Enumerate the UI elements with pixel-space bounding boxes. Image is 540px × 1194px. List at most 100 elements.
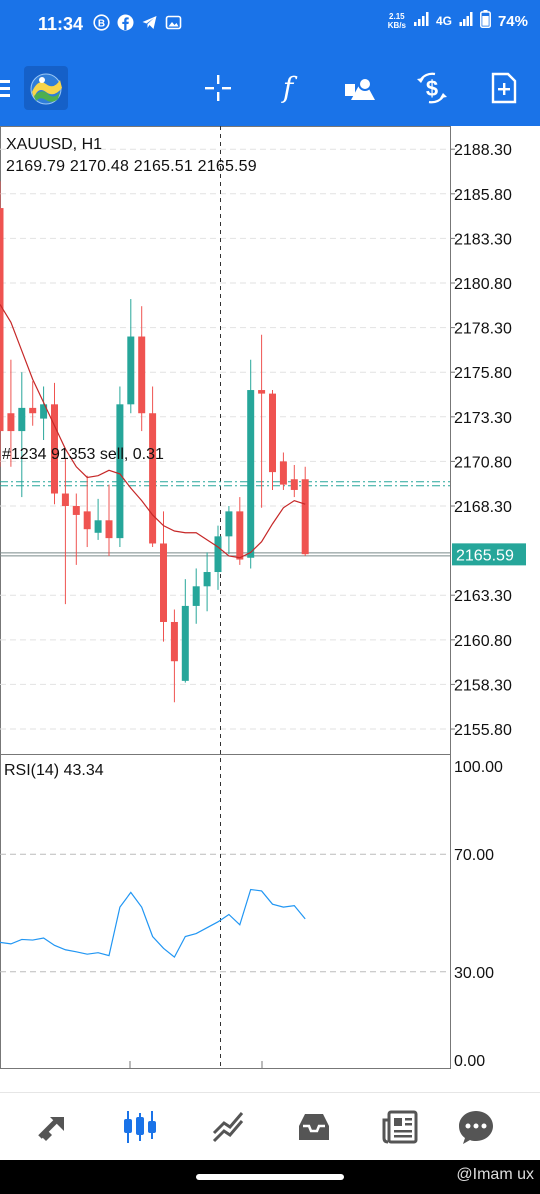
candle-body: [279, 461, 287, 485]
candle-body: [290, 479, 298, 490]
rsi-line: [0, 888, 306, 959]
rsi-level-label: 0.00: [454, 1053, 485, 1070]
price-axis: 2188.30 2185.80 2183.30 2180.80 2178.30 2175.…: [450, 142, 512, 739]
chart-area[interactable]: 2188.30 2185.80 2183.30 2180.80 2178.30 2175.…: [0, 126, 540, 1070]
news-icon[interactable]: [378, 1107, 422, 1147]
notification-icons: B: [92, 13, 182, 31]
price-tick-label: 2168.30: [454, 499, 512, 516]
history-icon[interactable]: [292, 1107, 336, 1147]
candle-body: [203, 572, 211, 587]
system-nav-bar: @Imam ux: [0, 1160, 540, 1194]
chart-frame: [0, 126, 451, 1069]
candle-body: [247, 390, 255, 558]
bottom-tab-bar: [0, 1092, 540, 1160]
candles: [0, 181, 309, 703]
candle-body: [94, 520, 102, 533]
rsi-level-label: 100.00: [454, 759, 503, 776]
status-time: 11:34: [38, 14, 84, 34]
rsi-level-label: 70.00: [454, 847, 494, 864]
price-tick-label: 2183.30: [454, 231, 512, 248]
svg-text:$: $: [426, 76, 438, 101]
time-axis: 22 Mar 03:0022 Mar 15:0025 Mar 04:00: [0, 1061, 263, 1068]
candle-body: [61, 493, 69, 507]
price-tick-label: 2160.80: [454, 633, 512, 650]
candle-body: [40, 404, 48, 419]
objects-icon[interactable]: [340, 68, 380, 108]
order-label[interactable]: #1234 91353 sell, 0.31: [2, 446, 164, 463]
price-tick-label: 2175.80: [454, 365, 512, 382]
price-tick-label: 2185.80: [454, 187, 512, 204]
candle-body: [225, 511, 233, 537]
home-gesture-bar[interactable]: [196, 1174, 344, 1180]
rsi-grid: [0, 853, 450, 973]
candle-body: [258, 390, 266, 394]
battery-percent: 74%: [497, 12, 528, 30]
candle-body: [181, 605, 189, 681]
price-tick-label: 2188.30: [454, 142, 512, 159]
candle-body: [138, 336, 146, 414]
candle-body: [29, 407, 37, 414]
status-bar: 11:34 B 2.15 KB/s 4G 74%: [0, 0, 540, 50]
facebook-icon: [116, 13, 134, 31]
candle-body: [301, 479, 309, 555]
rsi-axis: 100.00 70.00 30.00 0.00: [454, 759, 503, 1070]
templates-icon[interactable]: [484, 68, 524, 108]
chart-symbol: XAUUSD, H1: [6, 136, 103, 153]
ohlc-values: 2169.79 2170.48 2165.51 2165.59: [6, 158, 257, 175]
candle-body: [18, 407, 26, 432]
order-lines: [0, 481, 450, 557]
candle-body: [269, 393, 276, 473]
candle-body: [127, 336, 135, 405]
candle-body: [72, 506, 80, 515]
metatrader-logo-icon[interactable]: [24, 66, 68, 110]
candle-body: [105, 520, 113, 539]
chart-canvas[interactable]: 2188.30 2185.80 2183.30 2180.80 2178.30 2175.…: [0, 126, 540, 1070]
candle-body: [170, 621, 178, 662]
price-tick-label: 2180.80: [454, 276, 512, 293]
gallery-icon: [164, 13, 182, 31]
timeframe-icon[interactable]: $: [412, 68, 452, 108]
chart-toolbar: f $: [0, 50, 540, 126]
price-tick-label: 2155.80: [454, 722, 512, 739]
crosshair-icon[interactable]: [198, 68, 238, 108]
candle-body: [116, 404, 124, 539]
telegram-icon: [140, 13, 158, 31]
price-grid: [0, 148, 450, 730]
price-tick-label: 2170.80: [454, 454, 512, 471]
rsi-label: RSI(14) 43.34: [4, 762, 104, 779]
candle-body: [83, 511, 91, 530]
chat-icon[interactable]: [454, 1107, 498, 1147]
b-app-icon: B: [92, 13, 110, 31]
svg-text:f: f: [281, 72, 298, 104]
signal-icon-2: [459, 12, 473, 30]
menu-icon[interactable]: [0, 68, 18, 108]
bid-price-tag: 2165.59: [452, 543, 526, 566]
price-tick-label: 2173.30: [454, 410, 512, 427]
trade-icon[interactable]: [206, 1107, 250, 1147]
price-tick-label: 2163.30: [454, 588, 512, 605]
signal-icon: [413, 12, 429, 30]
candle-body: [160, 543, 167, 622]
bid-tag-bg: [452, 543, 526, 566]
status-right: 2.15 KB/s 4G 74%: [388, 10, 528, 32]
chart-icon[interactable]: [118, 1107, 162, 1147]
rsi-level-label: 30.00: [454, 965, 494, 982]
candle-body: [0, 208, 4, 432]
network-type: 4G: [435, 14, 452, 28]
candle-body: [51, 404, 58, 494]
candle-body: [149, 413, 157, 544]
watermark: @Imam ux: [456, 1166, 534, 1183]
price-tick-label: 2158.30: [454, 677, 512, 694]
network-speed: 2.15 KB/s: [387, 12, 406, 30]
moving-average-line: [0, 304, 306, 559]
indicators-icon[interactable]: f: [268, 68, 308, 108]
svg-text:B: B: [97, 18, 104, 29]
quotes-icon[interactable]: [32, 1107, 76, 1147]
bid-tag-label: 2165.59: [456, 547, 514, 564]
price-tick-label: 2178.30: [454, 321, 512, 338]
battery-icon: [480, 10, 491, 32]
candle-body: [236, 511, 244, 560]
candle-body: [7, 413, 15, 432]
candle-body: [192, 586, 200, 606]
candle-body: [214, 536, 222, 573]
